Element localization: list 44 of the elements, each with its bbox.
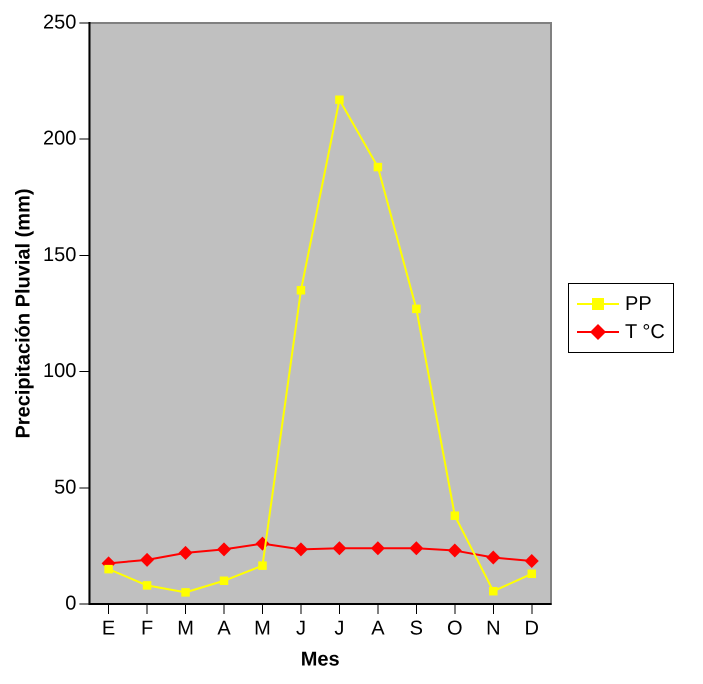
x-tick-label: E [102,618,116,640]
x-tick-label: J [334,618,344,640]
point [217,542,232,556]
point [528,570,536,578]
point [104,564,113,574]
x-tick-label: A [371,618,386,640]
x-tick-label: O [447,618,463,640]
y-tick-label: 150 [42,244,76,266]
x-tick-label: A [217,618,232,640]
y-tick-label: 200 [42,128,76,150]
point [220,576,228,586]
point [294,542,308,556]
x-tick-label: M [254,618,271,640]
x-tick-label: M [177,618,194,640]
point [258,561,267,570]
point [412,304,421,314]
point [486,550,500,565]
x-axis-title: Mes [300,648,340,671]
point [140,552,154,567]
legend-label: T °C [625,320,665,344]
point [142,581,152,590]
y-tick-label: 100 [42,360,76,382]
y-tick-label: 0 [65,592,76,615]
y-tick-label: 50 [54,476,76,498]
point [181,588,190,597]
point [296,286,306,295]
y-axis-title: Precipitación Pluvial (mm) [12,188,35,439]
point [489,586,498,596]
x-tick-label: F [140,618,154,640]
point [409,541,424,556]
x-tick-label: J [296,618,306,640]
point [374,162,382,172]
point [178,546,193,560]
point [370,541,385,556]
point [450,511,460,520]
x-tick-label: S [410,618,424,640]
x-tick-label: D [524,618,539,640]
x-tick-label: N [486,618,501,640]
point [332,541,346,556]
point [335,95,344,104]
point [524,554,539,568]
point [448,544,462,558]
y-tick-label: 250 [42,12,76,34]
legend-label: PP [625,292,652,316]
